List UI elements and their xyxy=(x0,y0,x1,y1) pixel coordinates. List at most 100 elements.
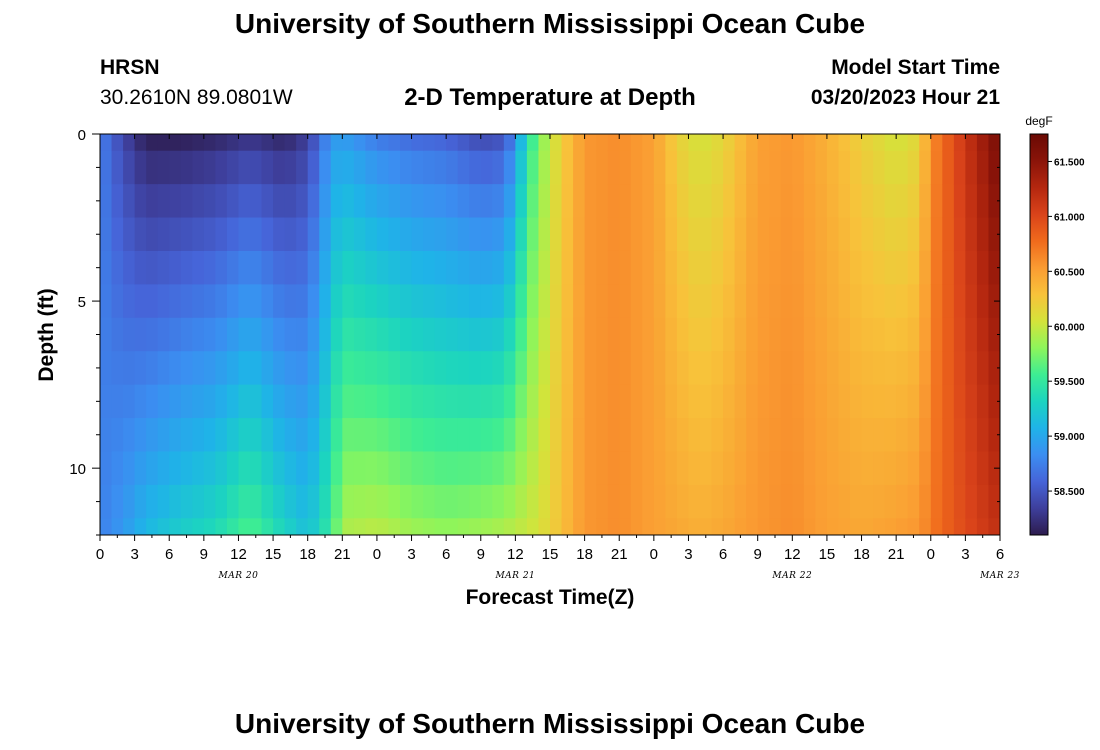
heatmap-cell xyxy=(769,134,782,152)
heatmap-cell xyxy=(307,284,320,319)
heatmap-cell xyxy=(723,384,736,419)
heatmap-cell xyxy=(792,451,805,486)
heatmap-cell xyxy=(388,217,401,252)
heatmap-cell xyxy=(469,484,482,519)
heatmap-cell xyxy=(838,451,851,486)
heatmap-cell xyxy=(376,217,390,252)
heatmap-cell xyxy=(942,484,955,519)
heatmap-cell xyxy=(573,351,586,386)
colorbar: degF 58.500 59.000 59.500 60.000 60.500 61.000… xyxy=(1025,114,1085,536)
x-tick-label: 21 xyxy=(888,546,905,563)
heatmap-cell xyxy=(376,451,390,486)
heatmap-cell xyxy=(653,317,666,352)
heatmap-cell xyxy=(134,351,147,386)
heatmap-cell xyxy=(388,284,401,319)
heatmap-cell xyxy=(538,217,551,252)
heatmap-cell xyxy=(965,384,978,419)
heatmap-cell xyxy=(480,317,493,352)
heatmap-cell xyxy=(250,150,263,185)
heatmap-cell xyxy=(353,418,366,453)
heatmap-cell xyxy=(469,250,482,285)
heatmap-cell xyxy=(630,317,643,352)
heatmap-cell xyxy=(492,317,505,352)
heatmap-cell xyxy=(469,150,482,185)
heatmap-cell xyxy=(676,484,690,519)
heatmap-cell xyxy=(273,217,286,252)
heatmap-cell xyxy=(123,134,136,152)
heatmap-cell xyxy=(930,451,943,486)
heatmap-cell xyxy=(250,317,263,352)
heatmap-cell xyxy=(469,134,482,152)
heatmap-cell xyxy=(434,317,447,352)
heatmap-cell xyxy=(400,134,413,152)
heatmap-cell xyxy=(515,150,528,185)
heatmap-cell xyxy=(238,451,251,486)
heatmap-cell xyxy=(942,518,955,535)
heatmap-cell xyxy=(850,184,863,219)
heatmap-cell xyxy=(919,284,932,319)
heatmap-cell xyxy=(769,284,782,319)
heatmap-cell xyxy=(157,150,170,185)
heatmap-cell xyxy=(526,317,540,352)
heatmap-cell xyxy=(203,134,216,152)
heatmap-cell xyxy=(353,351,366,386)
heatmap-cell xyxy=(353,284,366,319)
x-tick-label: 9 xyxy=(754,546,762,563)
heatmap-cell xyxy=(826,134,840,152)
heatmap-cell xyxy=(988,484,1000,519)
heatmap-cell xyxy=(953,418,966,453)
heatmap-cell xyxy=(584,184,597,219)
heatmap-cell xyxy=(526,150,540,185)
heatmap-cell xyxy=(988,418,1000,453)
heatmap-cell xyxy=(884,418,897,453)
heatmap-cell xyxy=(342,418,355,453)
heatmap-cell xyxy=(111,484,124,519)
heatmap-cell xyxy=(203,451,216,486)
heatmap-cell xyxy=(711,284,724,319)
heatmap-cell xyxy=(792,284,805,319)
heatmap-cell xyxy=(100,284,113,319)
heatmap-cell xyxy=(376,418,390,453)
heatmap-cell xyxy=(642,134,655,152)
heatmap-cell xyxy=(423,217,436,252)
x-tick-label: 9 xyxy=(200,546,208,563)
x-tick-label: 15 xyxy=(542,546,559,563)
heatmap-cell xyxy=(942,250,955,285)
heatmap-cell xyxy=(665,451,678,486)
heatmap-cell xyxy=(907,484,920,519)
heatmap-cell xyxy=(446,184,459,219)
heatmap-cell xyxy=(157,418,170,453)
x-tick-label: 6 xyxy=(165,546,173,563)
heatmap-cell xyxy=(480,418,493,453)
heatmap-cell xyxy=(457,484,470,519)
heatmap-cell xyxy=(469,284,482,319)
heatmap-cell xyxy=(907,351,920,386)
heatmap-cell xyxy=(503,451,516,486)
heatmap-cell xyxy=(619,250,632,285)
heatmap-cell xyxy=(180,184,193,219)
heatmap-cell xyxy=(688,250,701,285)
heatmap-cell xyxy=(238,418,251,453)
heatmap-cell xyxy=(526,284,540,319)
heatmap-cell xyxy=(734,150,747,185)
x-date-label: MAR 20 xyxy=(218,571,259,581)
heatmap-cell xyxy=(480,351,493,386)
heatmap-cell xyxy=(711,317,724,352)
heatmap-cell xyxy=(930,250,943,285)
heatmap-cell xyxy=(711,451,724,486)
heatmap-cell xyxy=(284,518,297,535)
colorbar-tick-label: 59.000 xyxy=(1054,432,1085,443)
heatmap-cell xyxy=(123,384,136,419)
heatmap-cell xyxy=(307,384,320,419)
heatmap-cell xyxy=(561,518,574,535)
x-tick-label: 21 xyxy=(611,546,628,563)
heatmap-cell xyxy=(423,150,436,185)
heatmap-cell xyxy=(550,184,563,219)
heatmap-cell xyxy=(330,451,343,486)
heatmap-cell xyxy=(550,351,563,386)
heatmap-cell xyxy=(850,317,863,352)
heatmap-cell xyxy=(780,184,793,219)
heatmap-cell xyxy=(480,384,493,419)
heatmap-cell xyxy=(423,134,436,152)
heatmap-cell xyxy=(411,184,424,219)
